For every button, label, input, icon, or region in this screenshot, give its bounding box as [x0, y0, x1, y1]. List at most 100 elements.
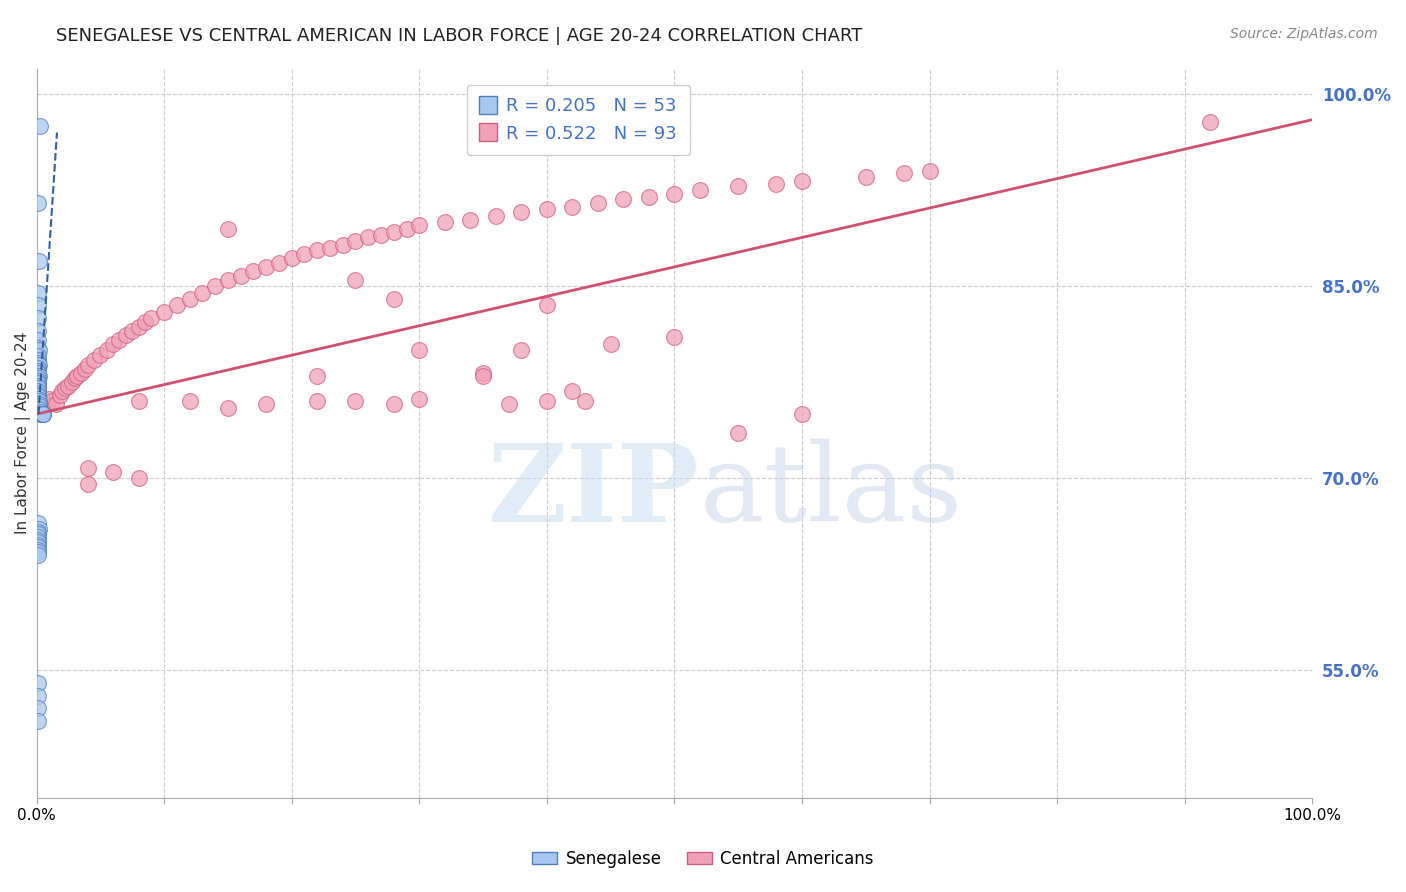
- Point: [267, 256, 290, 270]
- Point: [32, 407, 55, 421]
- Point: [27, 384, 49, 398]
- Y-axis label: In Labor Force | Age 20-24: In Labor Force | Age 20-24: [15, 332, 31, 534]
- Point: [31, 407, 53, 421]
- Point: [27, 701, 49, 715]
- Point: [319, 241, 342, 255]
- Point: [254, 397, 277, 411]
- Point: [27, 366, 49, 380]
- Point: [27, 195, 49, 210]
- Point: [510, 205, 533, 219]
- Point: [27, 530, 49, 544]
- Point: [179, 394, 201, 409]
- Point: [128, 320, 150, 334]
- Point: [51, 384, 73, 398]
- Text: ZIP: ZIP: [488, 439, 700, 545]
- Point: [790, 407, 813, 421]
- Point: [27, 363, 49, 377]
- Point: [27, 516, 49, 530]
- Point: [38, 392, 60, 406]
- Point: [893, 166, 915, 180]
- Point: [280, 251, 302, 265]
- Point: [28, 343, 51, 357]
- Point: [28, 397, 51, 411]
- Point: [76, 359, 98, 373]
- Point: [30, 404, 52, 418]
- Point: [254, 260, 277, 274]
- Point: [664, 330, 686, 344]
- Point: [141, 311, 163, 326]
- Point: [217, 221, 239, 235]
- Point: [41, 394, 63, 409]
- Point: [727, 426, 749, 441]
- Point: [408, 343, 430, 357]
- Point: [60, 375, 83, 389]
- Point: [66, 368, 89, 383]
- Point: [53, 382, 76, 396]
- Point: [32, 407, 55, 421]
- Point: [27, 540, 49, 554]
- Text: SENEGALESE VS CENTRAL AMERICAN IN LABOR FORCE | AGE 20-24 CORRELATION CHART: SENEGALESE VS CENTRAL AMERICAN IN LABOR …: [56, 27, 863, 45]
- Point: [204, 279, 226, 293]
- Point: [536, 202, 558, 217]
- Point: [108, 333, 131, 347]
- Point: [27, 535, 49, 549]
- Point: [561, 384, 583, 398]
- Point: [76, 477, 98, 491]
- Point: [63, 371, 86, 385]
- Point: [73, 362, 96, 376]
- Point: [27, 389, 49, 403]
- Point: [35, 397, 58, 411]
- Point: [83, 353, 105, 368]
- Point: [357, 230, 380, 244]
- Point: [28, 401, 51, 416]
- Point: [76, 460, 98, 475]
- Point: [498, 397, 520, 411]
- Point: [27, 298, 49, 312]
- Point: [27, 324, 49, 338]
- Point: [27, 356, 49, 370]
- Point: [27, 382, 49, 396]
- Point: [765, 177, 787, 191]
- Point: [485, 209, 508, 223]
- Point: [96, 343, 118, 357]
- Point: [332, 238, 354, 252]
- Point: [664, 186, 686, 201]
- Point: [344, 394, 367, 409]
- Point: [101, 336, 124, 351]
- Point: [27, 527, 49, 541]
- Legend: R = 0.205   N = 53, R = 0.522   N = 93: R = 0.205 N = 53, R = 0.522 N = 93: [467, 85, 690, 155]
- Point: [153, 304, 176, 318]
- Point: [32, 407, 55, 421]
- Point: [217, 273, 239, 287]
- Point: [242, 264, 264, 278]
- Point: [27, 524, 49, 539]
- Legend: Senegalese, Central Americans: Senegalese, Central Americans: [526, 844, 880, 875]
- Point: [101, 465, 124, 479]
- Point: [27, 533, 49, 547]
- Point: [128, 471, 150, 485]
- Point: [27, 676, 49, 690]
- Point: [510, 343, 533, 357]
- Point: [27, 333, 49, 347]
- Point: [638, 189, 661, 203]
- Point: [28, 400, 51, 414]
- Point: [48, 388, 70, 402]
- Point: [382, 292, 405, 306]
- Point: [121, 324, 143, 338]
- Point: [536, 298, 558, 312]
- Point: [307, 368, 329, 383]
- Point: [28, 522, 51, 536]
- Point: [790, 174, 813, 188]
- Point: [115, 327, 138, 342]
- Point: [586, 195, 609, 210]
- Point: [27, 374, 49, 388]
- Point: [27, 538, 49, 552]
- Point: [395, 221, 418, 235]
- Point: [27, 545, 49, 559]
- Point: [472, 366, 495, 380]
- Point: [30, 407, 52, 421]
- Point: [307, 394, 329, 409]
- Point: [89, 348, 111, 362]
- Point: [612, 192, 634, 206]
- Point: [70, 366, 93, 380]
